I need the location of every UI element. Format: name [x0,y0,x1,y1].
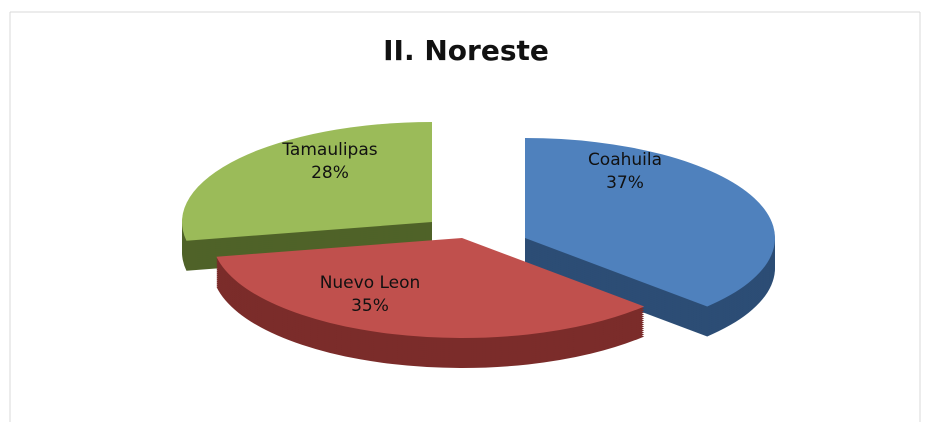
slice-label: Coahuila [588,150,662,170]
slice-value-label: 37% [606,173,644,193]
chart-title: II. Noreste [383,34,549,67]
slice [182,122,432,241]
slice [216,238,645,339]
slice-value-label: 35% [351,296,389,316]
slice-value-label: 28% [311,163,349,183]
slice [525,138,775,307]
slice-label: Tamaulipas [281,140,377,160]
slice-label: Nuevo Leon [320,273,421,293]
